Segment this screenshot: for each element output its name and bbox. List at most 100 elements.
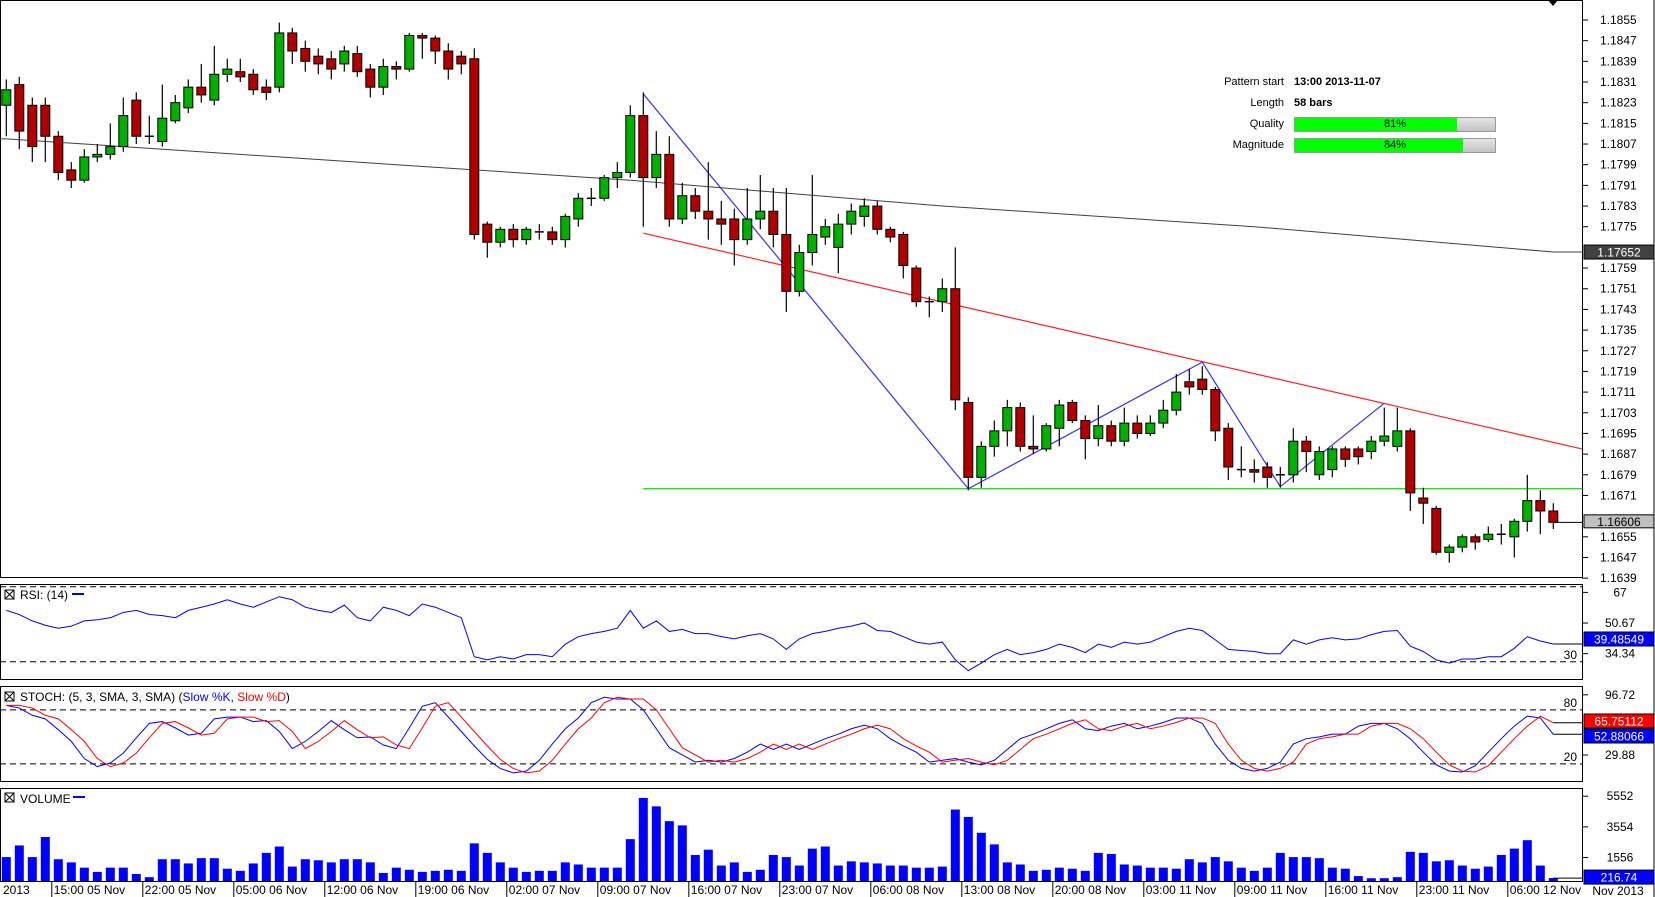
candle-up	[1145, 422, 1156, 434]
volume-bar	[599, 867, 609, 881]
volume-bar	[625, 839, 635, 881]
x-tick-label: 22:00 05 Nov	[145, 883, 216, 897]
quality-label: Quality	[1249, 118, 1284, 130]
volume-panel-frame	[0, 788, 1583, 882]
stoch-legend: STOCH: (5, 3, SMA, 3, SMA) (Slow %K, Slo…	[20, 690, 290, 704]
candle-down	[963, 401, 974, 478]
volume-bar	[1054, 867, 1064, 881]
candle-down	[1418, 497, 1429, 504]
candle-down	[27, 104, 38, 148]
rsi-line	[6, 596, 1554, 672]
stoch-tick-label: 29.88	[1605, 748, 1635, 762]
volume-bar	[313, 860, 323, 881]
stoch-legend-part: ,	[231, 690, 238, 704]
volume-bar	[1093, 852, 1103, 881]
price-tick-label: 1.1839	[1600, 54, 1637, 68]
x-tick-label: 03:00 11 Nov	[1146, 883, 1217, 897]
volume-bar	[1340, 868, 1350, 881]
x-tick-label: 23:00 07 Nov	[782, 883, 853, 897]
volume-bar	[456, 870, 466, 881]
volume-bar	[1236, 867, 1246, 881]
rsi-value-label: 39.48549	[1594, 632, 1644, 646]
volume-bar	[1002, 862, 1012, 881]
x-tick-label: 06:00 12 Nov	[1510, 883, 1581, 897]
price-tick-label: 1.1743	[1600, 302, 1637, 316]
candle-up	[209, 73, 220, 101]
price-tick-label: 1.1735	[1600, 323, 1637, 337]
x-tick-label: 20:00 08 Nov	[1055, 883, 1126, 897]
volume-bar	[417, 871, 427, 881]
candle-up	[807, 233, 818, 254]
pattern-start-value: 13:00 2013-11-07	[1294, 76, 1381, 88]
volume-bar	[573, 864, 583, 881]
volume-bar	[326, 862, 336, 881]
volume-bar	[1041, 869, 1051, 881]
stoch-close-icon	[4, 691, 15, 702]
candle-up	[1522, 500, 1533, 522]
candle-down	[40, 104, 51, 137]
candle-up	[1002, 407, 1013, 432]
quality-bar: 81%	[1294, 117, 1496, 132]
length-label: Length	[1250, 97, 1284, 109]
volume-bar	[1327, 867, 1337, 881]
candle-down	[1405, 430, 1416, 494]
volume-bar	[846, 861, 856, 881]
candle-down	[1080, 420, 1091, 440]
price-tick-label: 1.1695	[1600, 426, 1637, 440]
candle-up	[157, 117, 168, 142]
x-tick-label: 09:00 07 Nov	[600, 883, 671, 897]
price-tick-label: 1.1791	[1600, 178, 1637, 192]
volume-bar	[1405, 851, 1415, 881]
volume-bar	[1392, 877, 1402, 881]
volume-bar	[1444, 860, 1454, 881]
candle-down	[365, 68, 376, 88]
volume-close-icon	[4, 792, 15, 803]
checkbox-cross	[4, 792, 15, 803]
volume-bar	[1431, 861, 1441, 881]
price-tick-label: 1.1687	[1600, 447, 1637, 461]
quality-value: 81%	[1383, 118, 1407, 130]
candle-down	[1353, 448, 1364, 458]
volume-bar	[937, 866, 947, 881]
x-tick-label: 09:00 11 Nov	[1237, 883, 1308, 897]
candle-up	[1119, 422, 1130, 442]
candle-up	[1093, 425, 1104, 440]
candle-up	[183, 86, 194, 109]
candle-down	[1067, 401, 1078, 422]
candle-down	[950, 288, 961, 401]
volume-bar	[300, 859, 310, 881]
volume-tick-label: 3554	[1607, 820, 1634, 834]
volume-bar	[365, 862, 375, 881]
rsi-panel-frame	[0, 584, 1583, 680]
x-tick-label: 2013	[3, 883, 30, 897]
volume-bar	[27, 857, 37, 881]
volume-bar	[1132, 865, 1142, 881]
price-tick-label: 1.1703	[1600, 406, 1637, 420]
candle-down	[14, 84, 25, 132]
rsi-close-icon	[4, 589, 15, 600]
candle-up	[820, 226, 831, 238]
rsi-tick-label: 50.67	[1605, 616, 1635, 630]
candle-up	[651, 153, 662, 179]
volume-bar	[404, 869, 414, 881]
candle-down	[1028, 445, 1039, 450]
price-tick-label: 1.1727	[1600, 344, 1637, 358]
volume-bar	[521, 871, 531, 881]
candle-down	[664, 153, 675, 220]
volume-bar	[1457, 865, 1467, 881]
candle-up	[833, 223, 844, 248]
volume-bar	[638, 797, 648, 881]
candle-down	[287, 32, 298, 52]
volume-bar	[612, 867, 622, 881]
candle-down	[1431, 507, 1442, 553]
volume-bar	[1184, 859, 1194, 881]
price-tick-label: 1.1847	[1600, 34, 1637, 48]
checkbox-cross	[4, 691, 15, 702]
x-tick-label: 12:00 06 Nov	[327, 883, 398, 897]
volume-bar	[1171, 868, 1181, 881]
x-tick-label: 02:00 07 Nov	[509, 883, 580, 897]
candle-up	[612, 171, 623, 179]
volume-bar	[1197, 862, 1207, 881]
rsi-level-label: 30	[1564, 648, 1578, 662]
volume-bar	[742, 871, 752, 881]
